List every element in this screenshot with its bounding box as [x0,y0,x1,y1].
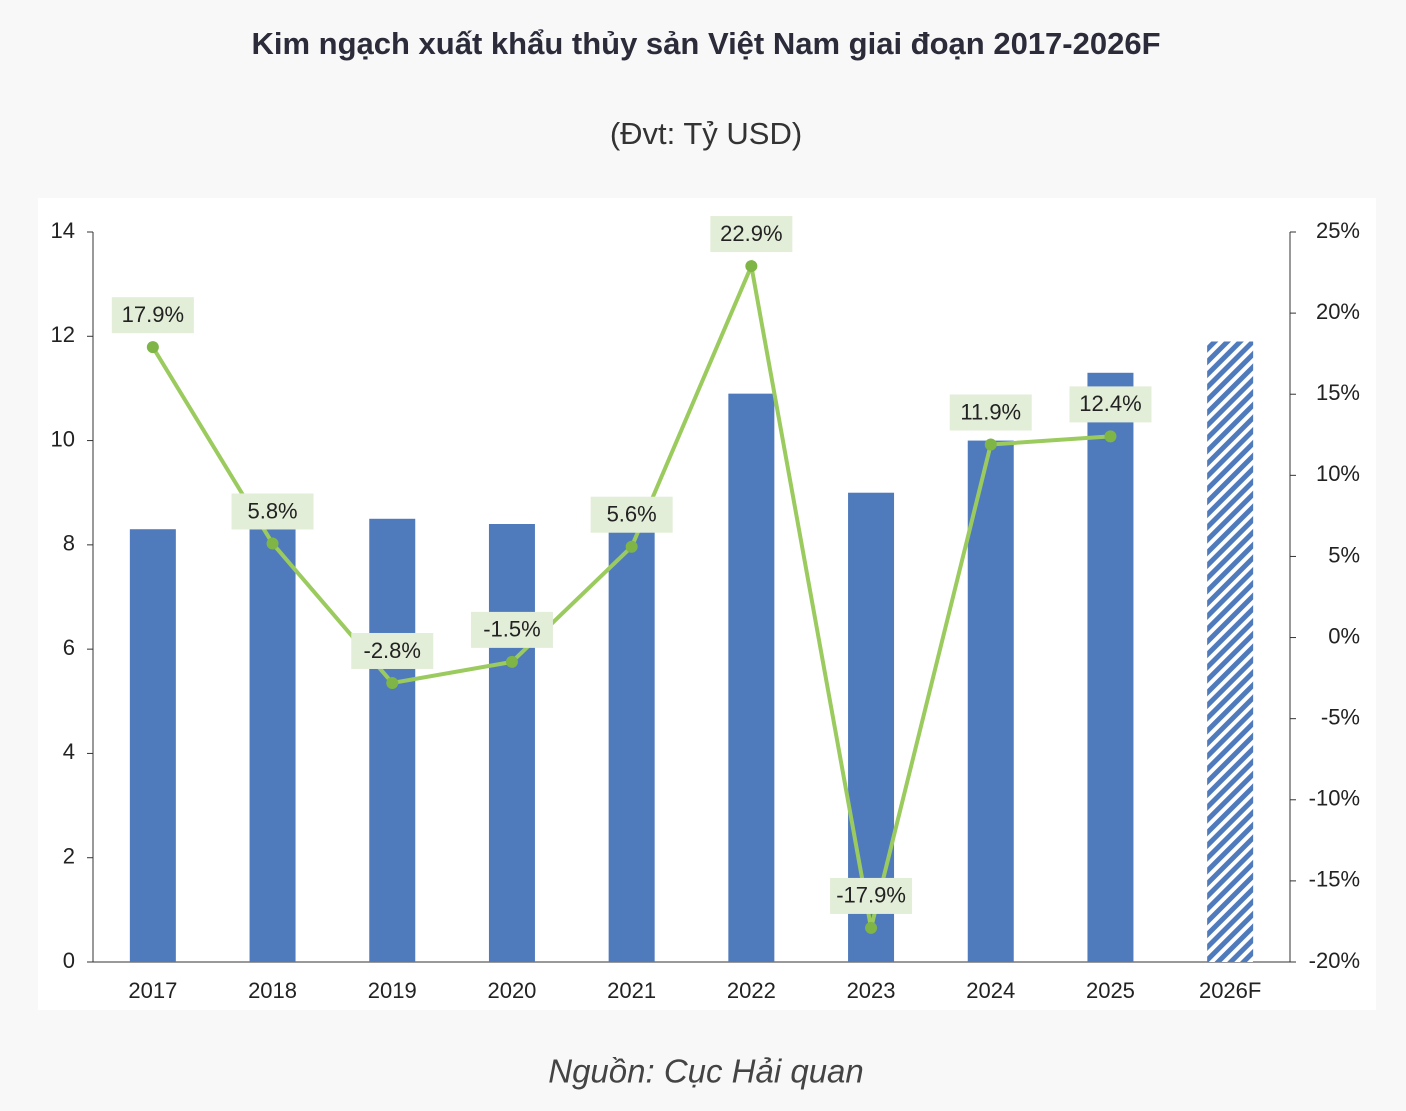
data-label: 5.8% [247,498,297,523]
bar [488,524,535,962]
bar [1207,341,1254,962]
data-label-box [111,297,194,334]
data-label: 5.6% [607,502,657,527]
y2-tick-label: 5% [1328,542,1360,567]
y-tick-label: 14 [51,218,75,243]
chart-title: Kim ngạch xuất khẩu thủy sản Việt Nam gi… [251,26,1160,61]
data-label-box [590,496,673,533]
data-label: 11.9% [960,399,1021,424]
y2-tick-label: 0% [1328,623,1360,648]
x-tick-label: 2022 [727,978,776,1003]
y-tick-label: 0 [63,948,75,973]
y2-tick-label: -5% [1321,704,1360,729]
growth-point [505,655,518,668]
data-label: -17.9% [836,883,906,908]
data-label-box [710,216,793,253]
data-label: 12.4% [1079,391,1141,416]
y2-tick-label: 20% [1316,299,1360,324]
x-tick-label: 2017 [128,978,177,1003]
data-label-box [231,493,314,530]
chart-source: Nguồn: Cục Hải quan [548,1053,864,1090]
y-tick-label: 8 [63,531,75,556]
growth-point [1104,430,1117,443]
y-tick-label: 6 [63,635,75,660]
y2-tick-label: -15% [1309,867,1360,892]
x-tick-label: 2021 [607,978,656,1003]
data-label-box [1069,386,1152,423]
growth-point [386,676,399,689]
growth-point [745,260,758,273]
y2-tick-label: -20% [1309,948,1360,973]
x-tick-label: 2019 [368,978,417,1003]
y-tick-label: 10 [51,426,75,451]
y-tick-label: 4 [63,739,75,764]
data-label: 22.9% [720,221,782,246]
growth-point [146,341,159,354]
data-label-box [470,611,553,648]
plot-background [38,198,1376,1010]
x-tick-label: 2023 [847,978,896,1003]
y2-tick-label: -10% [1309,786,1360,811]
data-label-box [949,394,1032,431]
bar [728,393,775,963]
data-label-box [830,877,913,914]
x-tick-label: 2025 [1086,978,1135,1003]
bar [1087,372,1134,962]
growth-point [865,921,878,934]
bar [129,529,176,962]
bar [249,503,296,962]
growth-point [266,537,279,550]
growth-point [625,540,638,553]
bar [967,440,1014,963]
growth-point [984,438,997,451]
x-tick-label: 2020 [487,978,536,1003]
bar [608,497,655,962]
y2-tick-label: 25% [1316,218,1360,243]
data-label: -1.5% [483,617,540,642]
data-label-box [351,632,434,669]
data-label: -2.8% [364,638,421,663]
y2-tick-label: 15% [1316,380,1360,405]
x-tick-label: 2026F [1199,978,1261,1003]
data-label: 17.9% [122,302,184,327]
x-tick-label: 2024 [966,978,1015,1003]
bar [369,518,416,962]
y-tick-label: 2 [63,844,75,869]
y-tick-label: 12 [51,322,75,347]
x-tick-label: 2018 [248,978,297,1003]
chart-subtitle: (Đvt: Tỷ USD) [610,116,802,151]
y2-tick-label: 10% [1316,461,1360,486]
